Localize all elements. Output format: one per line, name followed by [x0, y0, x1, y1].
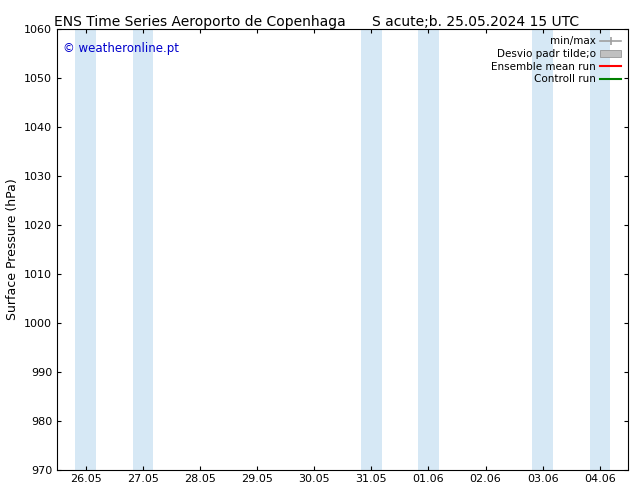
Bar — [533, 29, 553, 469]
Text: ENS Time Series Aeroporto de Copenhaga      S acute;b. 25.05.2024 15 UTC: ENS Time Series Aeroporto de Copenhaga S… — [55, 15, 579, 29]
Bar — [418, 29, 439, 469]
Text: © weatheronline.pt: © weatheronline.pt — [63, 42, 179, 55]
Bar — [75, 29, 96, 469]
Bar — [361, 29, 382, 469]
Y-axis label: Surface Pressure (hPa): Surface Pressure (hPa) — [6, 178, 18, 320]
Legend: min/max, Desvio padr tilde;o, Ensemble mean run, Controll run: min/max, Desvio padr tilde;o, Ensemble m… — [489, 34, 623, 86]
Bar — [133, 29, 153, 469]
Bar — [590, 29, 610, 469]
